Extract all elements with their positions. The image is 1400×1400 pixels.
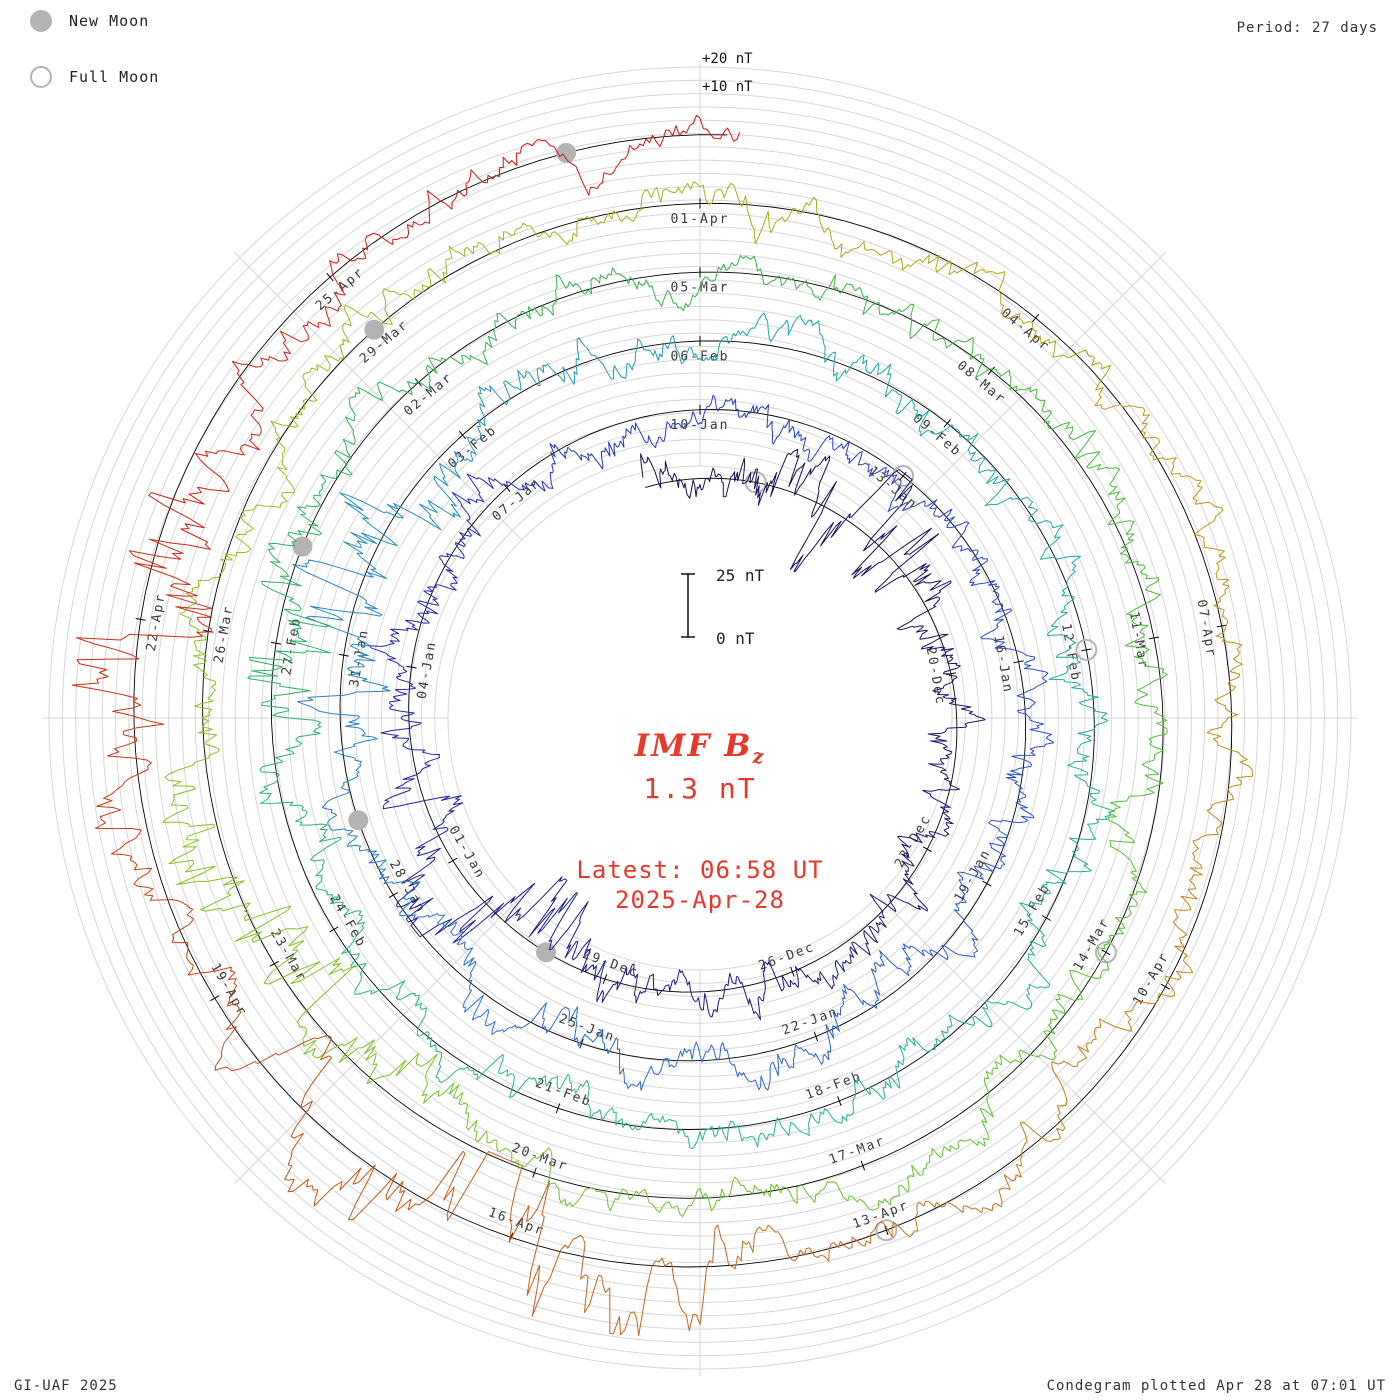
date-tick: [1160, 983, 1171, 990]
polar-grid: [42, 60, 1358, 1376]
latest-time-label: Latest: 06:58 UT: [576, 856, 824, 884]
date-tick-label: 06-Feb: [671, 350, 730, 365]
date-tick: [503, 483, 511, 492]
date-tick: [203, 629, 214, 633]
latest-value: 1.3 nT: [643, 772, 757, 805]
quantity-title: IMF Bz: [0, 728, 1400, 768]
date-tick: [1149, 636, 1160, 640]
date-tick: [448, 857, 458, 864]
quantity-title-main: IMF B: [634, 728, 753, 764]
date-tick: [982, 880, 992, 887]
full-moon-marker: [875, 1219, 898, 1242]
outer-scale-label: +20 nT: [702, 51, 753, 67]
date-tick: [987, 366, 996, 375]
new-moon-marker: [292, 536, 313, 557]
date-tick: [135, 618, 146, 621]
date-tick: [326, 272, 334, 282]
scale-bar-bottom-label: 0 nT: [716, 629, 755, 648]
date-tick: [271, 641, 282, 645]
outer-scale-labels: +20 nT +10 nT: [702, 51, 753, 95]
date-tick: [532, 1167, 537, 1178]
quantity-title-sub: z: [752, 745, 766, 769]
date-tick-label: 01-Apr: [671, 212, 730, 227]
plotted-label: Condegram plotted Apr 28 at 07:01 UT: [1046, 1378, 1386, 1394]
date-tick: [555, 1103, 561, 1114]
date-tick-label: 20-Mar: [510, 1141, 571, 1175]
date-tick-label: 22-Apr: [144, 592, 169, 653]
latest-date-label: 2025-Apr-28: [615, 886, 785, 914]
date-tick: [579, 1038, 584, 1049]
scale-bar: 25 nT 0 nT: [681, 566, 765, 648]
date-tick: [1032, 313, 1040, 323]
date-tick: [813, 1031, 819, 1042]
legend-new-moon-label: New Moon: [69, 12, 150, 30]
full-moon-marker: [1075, 638, 1098, 661]
date-tick-label: 27-Feb: [279, 616, 304, 677]
date-tick: [1013, 660, 1024, 664]
date-tick: [899, 471, 907, 481]
date-tick: [338, 653, 349, 657]
date-tick: [269, 960, 279, 967]
date-tick: [1081, 648, 1092, 652]
date-tick-label: 02-Mar: [401, 370, 456, 419]
date-tick: [210, 995, 220, 1002]
full-moon-marker: [1094, 941, 1117, 964]
date-tick-label: 05-Mar: [671, 281, 730, 296]
outer-scale-label: +10 nT: [702, 79, 753, 95]
date-tick: [837, 1096, 842, 1106]
date-tick: [1101, 949, 1111, 956]
date-tick: [602, 974, 608, 984]
legend-full-moon-label: Full Moon: [69, 68, 160, 86]
new-moon-marker: [348, 810, 369, 831]
date-tick: [1216, 624, 1227, 628]
date-tick: [943, 419, 951, 428]
new-moon-marker: [536, 942, 556, 963]
date-tick-label: 09-Feb: [910, 411, 965, 460]
date-tick-label: 11-Mar: [1126, 610, 1151, 671]
spiral-baseline: [133, 134, 1233, 1268]
full-moon-icon: [30, 66, 52, 88]
date-tick-label: 23-Mar: [267, 927, 309, 986]
date-tick: [388, 892, 398, 899]
credit-label: GI-UAF 2025: [14, 1378, 118, 1394]
date-tick: [1041, 915, 1051, 921]
legend-new-moon: New Moon: [30, 10, 149, 32]
date-tick-label: 03-Feb: [445, 423, 500, 472]
date-tick: [406, 665, 417, 669]
date-tick: [860, 1160, 866, 1171]
legend-full-moon: Full Moon: [30, 66, 159, 88]
bz-data-spiral: [71, 114, 1254, 1336]
date-tick: [884, 1225, 889, 1236]
date-tick: [329, 926, 339, 933]
date-tick-label: 21-Feb: [533, 1076, 594, 1110]
date-tick: [922, 846, 932, 853]
period-label: Period: 27 days: [1236, 20, 1378, 36]
new-moon-icon: [30, 10, 52, 32]
new-moon-marker: [556, 142, 577, 163]
date-tick: [790, 966, 795, 977]
date-tick-label: 17-Mar: [827, 1133, 888, 1167]
scale-bar-top-label: 25 nT: [716, 566, 765, 585]
date-tick: [458, 430, 467, 440]
new-moon-marker: [364, 319, 385, 340]
date-tick-label: 25-Jan: [557, 1011, 618, 1045]
date-tick-label: 10-Jan: [671, 418, 730, 433]
